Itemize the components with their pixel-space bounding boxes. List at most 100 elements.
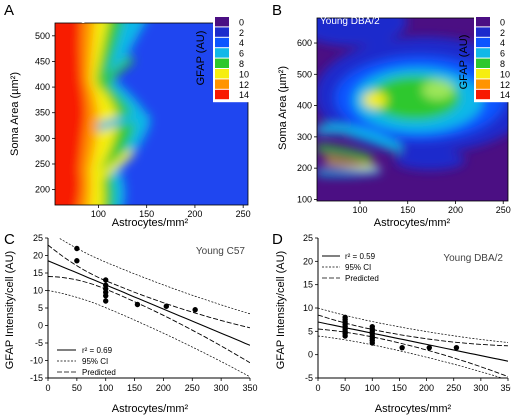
scatter-c-bands: [48, 238, 250, 378]
scatter-c-point: [103, 298, 109, 304]
scatter-c-point: [103, 277, 109, 283]
legend-d-ci: 95% CI: [345, 263, 371, 272]
scatter-d-xtick-label: 350: [500, 383, 511, 393]
legend-d-r2: r² = 0.59: [345, 252, 376, 261]
heatmap-a-contours: [55, 23, 151, 205]
heatmap-b-colorbar-level: 14: [500, 90, 510, 100]
scatter-c: 0 50 100 150 200 250 300 350-15-10-50510152025 …: [4, 233, 258, 415]
heatmap-a-colorbar-level: 6: [239, 49, 244, 59]
scatter-c-ytick-label: 15: [33, 268, 43, 278]
scatter-c-point: [74, 258, 80, 264]
scatter-c-point: [134, 301, 141, 308]
heatmap-a-axes: 100 150 200 250 200 250 300 350 400 450 500: [35, 31, 251, 219]
scatter-d-xtick-label: 250: [446, 383, 461, 393]
scatter-c-ytick-label: -15: [30, 373, 43, 383]
scatter-c-legend: r² = 0.69 95% CI Predicted: [57, 346, 116, 377]
heatmap-a-colorbar-level: 4: [239, 38, 244, 48]
heatmap-b-ylabel: Soma Area (µm²): [277, 66, 289, 150]
scatter-c-xlabel: Astrocytes/mm²: [112, 403, 189, 415]
scatter-d-point: [342, 333, 348, 339]
heatmap-a-ytick-label: 350: [35, 108, 50, 118]
scatter-d-xlabel: Astrocytes/mm²: [375, 403, 452, 415]
heatmap-b-xtick-label: 250: [496, 205, 511, 215]
scatter-d-ytick-label: 15: [303, 280, 313, 290]
heatmap-a-ytick-label: 250: [35, 159, 50, 169]
scatter-c-point: [103, 293, 109, 299]
scatter-c-xtick-label: 100: [98, 383, 113, 393]
heatmap-a-colorbar-level: 8: [239, 59, 244, 69]
heatmap-a: Young C57 100 150 200 250200250300350400450…: [9, 13, 257, 229]
heatmap-a-colorbar-swatch: [215, 58, 229, 68]
scatter-c-title: Young C57: [196, 246, 246, 257]
heatmap-a-colorbar-level: 0: [239, 17, 244, 27]
heatmap-a-colorbar-level: 2: [239, 28, 244, 38]
scatter-d-fit-line: [318, 321, 508, 362]
colorbar-a-title: GFAP (AU): [195, 31, 207, 86]
heatmap-b-frame: [316, 17, 509, 202]
heatmap-a-ytick-label: 300: [35, 133, 50, 143]
heatmap-b-colorbar-swatch: [476, 48, 490, 58]
heatmap-b-ytick-label: 200: [297, 163, 312, 173]
scatter-d-xtick-label: 0: [315, 383, 320, 393]
heatmap-b-colorbar-swatch: [476, 69, 490, 79]
heatmap-a-ytick-label: 200: [35, 185, 50, 195]
heatmap-a-ytick-label: 400: [35, 82, 50, 92]
scatter-d-ci-lower: [318, 328, 508, 378]
scatter-c-ytick-label: 10: [33, 286, 43, 296]
colorbar-b-title: GFAP (AU): [458, 35, 470, 90]
heatmap-b-colorbar-level: 2: [500, 28, 505, 38]
panel-letter-c: C: [4, 231, 15, 248]
heatmap-a-ytick-label: 500: [35, 31, 50, 41]
scatter-c-ytick-label: 0: [38, 321, 43, 331]
heatmap-a-xtick-label: 200: [187, 209, 202, 219]
panel-letter-d: D: [272, 231, 283, 248]
scatter-d-ci-upper: [318, 314, 508, 347]
heatmap-b-ytick-label: 600: [297, 38, 312, 48]
scatter-d-xtick-label: 50: [340, 383, 350, 393]
heatmap-b-colorbar-swatch: [476, 89, 490, 100]
scatter-c-xtick-label: 0: [45, 383, 50, 393]
scatter-c-ci-upper: [48, 244, 250, 329]
scatter-d-prediction-upper: [318, 307, 508, 343]
scatter-c-point: [74, 245, 80, 252]
scatter-c-xtick-label: 50: [72, 383, 82, 393]
heatmap-b-contours: [317, 18, 508, 177]
heatmap-b-axes: 100 150 200 250 100 200 300 400 500 600: [297, 38, 511, 215]
heatmap-a-colorbar-level: 14: [239, 90, 249, 100]
heatmap-b-colorbar-level: 10: [500, 69, 510, 79]
scatter-c-point: [163, 303, 170, 309]
scatter-d-point: [426, 344, 432, 351]
scatter-c-xtick-label: 350: [242, 383, 257, 393]
heatmap-a-frame: [54, 22, 249, 206]
scatter-d-xtick-label: 300: [473, 383, 488, 393]
scatter-d-legend: r² = 0.59 95% CI Predicted: [322, 252, 379, 283]
heatmap-a-colorbar-swatch: [215, 27, 229, 37]
heatmap-b-colorbar-level: 4: [500, 38, 505, 48]
scatter-c-ytick-label: 20: [33, 251, 43, 261]
heatmap-b-ytick-label: 100: [297, 194, 312, 204]
legend-c-predicted: Predicted: [82, 368, 116, 377]
scatter-c-ytick-label: 25: [33, 233, 43, 243]
scatter-d-xtick-label: 150: [392, 383, 407, 393]
scatter-d-point: [453, 344, 460, 351]
heatmap-b-colorbar-level: 8: [500, 59, 505, 69]
heatmap-a-title: Young C57: [58, 13, 108, 24]
heatmap-a-xtick-label: 150: [139, 209, 154, 219]
scatter-d-ytick-label: 20: [303, 256, 313, 266]
scatter-c-prediction-upper: [58, 238, 250, 315]
scatter-c-ytick-label: -10: [30, 356, 43, 366]
scatter-d-ytick-label: 10: [303, 303, 313, 313]
heatmap-a-colorbar-swatch: [215, 48, 229, 58]
heatmap-b-colorbar-level: 12: [500, 80, 510, 90]
heatmap-b-xlabel: Astrocytes/mm²: [374, 217, 451, 229]
heatmap-a-colorbar-level: 12: [239, 80, 249, 90]
heatmap-b-colorbar-swatch: [476, 17, 490, 27]
heatmap-b-colorbar-level: 6: [500, 49, 505, 59]
panel-letter-b: B: [272, 2, 282, 19]
heatmap-a-colorbar-swatch: [215, 89, 229, 100]
